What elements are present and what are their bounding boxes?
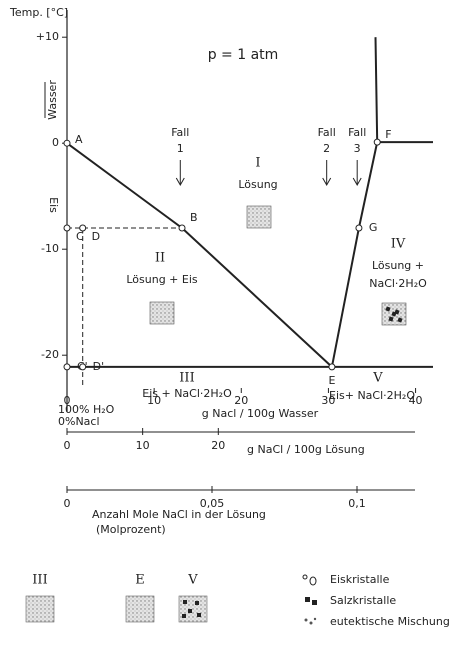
axis-start-label: 0%Nacl (58, 415, 100, 428)
region-swatch (150, 302, 174, 324)
point-label: D' (93, 360, 105, 373)
y-tick-label: -20 (41, 348, 59, 361)
region-label: Lösung (238, 178, 277, 191)
y-tick-label: -10 (41, 242, 59, 255)
legend-symbol (303, 575, 307, 579)
y-axis-lower-label: Eis (47, 197, 60, 213)
phase-line (67, 143, 332, 367)
secondary-tick-label: 10 (136, 439, 150, 452)
point (374, 139, 380, 145)
salt-crystal (195, 601, 199, 605)
fall-label: Fall (171, 126, 189, 139)
legend-swatch (126, 596, 154, 622)
point-label: F (385, 128, 391, 141)
legend-symbol (314, 618, 316, 620)
point-label: B (190, 211, 198, 224)
legend-label: E (135, 573, 145, 588)
salt-crystal (188, 609, 192, 613)
legend-label: III (32, 573, 47, 588)
fall-number: 2 (323, 142, 330, 155)
salt-crystal (182, 614, 186, 618)
region-label: Lösung + (372, 259, 424, 272)
chart: p = 1 atm Temp. [°C] Wasser Eis g Nacl /… (0, 0, 449, 662)
point (64, 364, 70, 370)
legend-swatch (26, 596, 54, 622)
legend-symbol (305, 597, 310, 602)
legend-label: V (187, 573, 198, 588)
legend-symbol (312, 600, 317, 605)
region-swatch (247, 206, 271, 228)
point (64, 225, 70, 231)
fall-label: Fall (348, 126, 366, 139)
fall-label: Fall (318, 126, 336, 139)
salt-crystal (183, 600, 187, 604)
legend-symbol (305, 619, 308, 622)
salt-crystal (197, 613, 201, 617)
region-numeral: II (155, 251, 165, 266)
point-label: G (369, 221, 378, 234)
legend-symbol (310, 622, 313, 625)
legend-swatch (179, 596, 207, 622)
legend-symbol (310, 577, 316, 585)
region-numeral: IV (391, 237, 406, 252)
secondary-axis-label: Anzahl Mole NaCl in der Lösung (92, 508, 266, 521)
point (179, 225, 185, 231)
secondary-tick-label: 0,1 (348, 497, 366, 510)
secondary-tick-label: 20 (211, 439, 225, 452)
y-axis-upper-label: Wasser (46, 80, 59, 120)
y-tick-label: 0 (52, 136, 59, 149)
region-numeral: V (372, 371, 383, 386)
point (64, 140, 70, 146)
region-label: Lösung + Eis (126, 273, 198, 286)
legend-label: Eiskristalle (330, 573, 390, 586)
x-axis-label: g Nacl / 100g Wasser (202, 407, 319, 420)
point-label: E (328, 374, 335, 387)
region-label: NaCl·2H₂O (369, 277, 427, 290)
point (80, 225, 86, 231)
secondary-tick-label: 0 (64, 439, 71, 452)
region-label: Eis + NaCl·2H₂O (142, 387, 232, 400)
x-tick-label: 20 (234, 394, 248, 407)
secondary-axis-label: g NaCl / 100g Lösung (247, 443, 365, 456)
point-label: D (92, 230, 100, 243)
y-tick-label: +10 (36, 30, 59, 43)
point-label: A (75, 133, 83, 146)
point (80, 364, 86, 370)
point (356, 225, 362, 231)
point (329, 364, 335, 370)
region-label: Eis+ NaCl·2H₂O (329, 389, 415, 402)
fall-number: 3 (354, 142, 361, 155)
region-numeral: III (179, 371, 194, 386)
fall-number: 1 (177, 142, 184, 155)
point-label: C (76, 230, 84, 243)
secondary-tick-label: 0 (64, 497, 71, 510)
y-axis-label: Temp. [°C] (9, 6, 68, 19)
phase-line (332, 37, 377, 367)
secondary-axis-note: (Molprozent) (96, 523, 166, 536)
legend-label: Salzkristalle (330, 594, 396, 607)
legend-label: eutektische Mischung (330, 615, 449, 628)
region-numeral: I (255, 156, 260, 171)
chart-title: p = 1 atm (208, 47, 279, 63)
